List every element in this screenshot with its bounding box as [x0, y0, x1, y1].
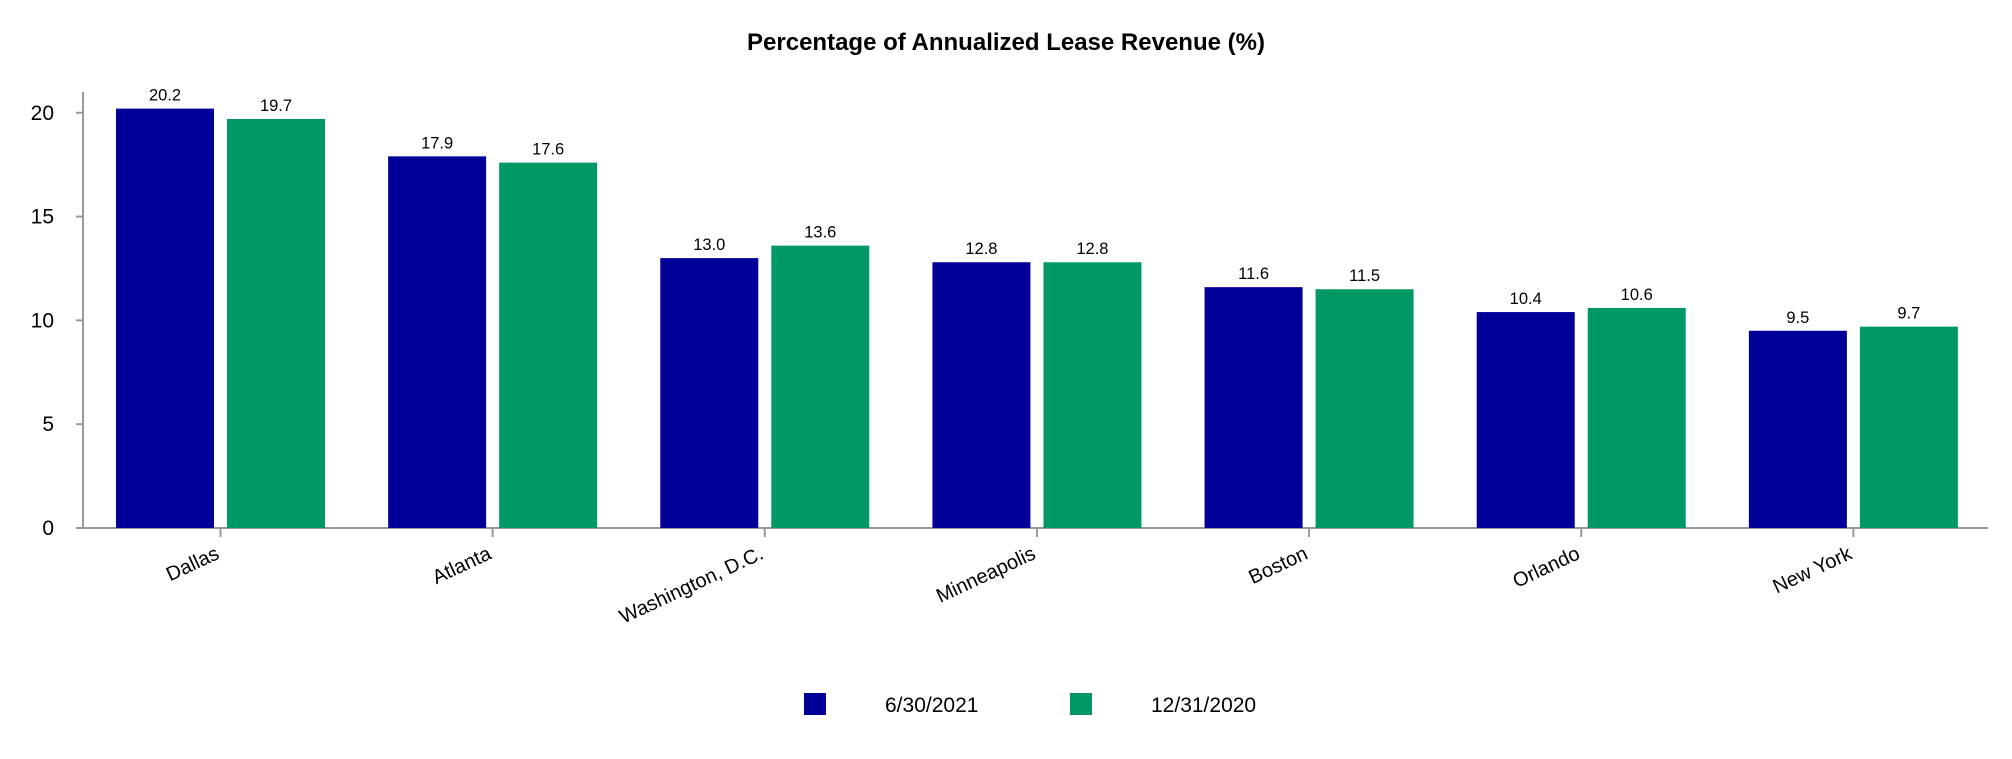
x-tick-label: Boston: [1245, 543, 1311, 589]
data-label: 10.6: [1621, 286, 1653, 304]
x-tick-label: Atlanta: [429, 542, 496, 589]
x-tick-label: Orlando: [1510, 543, 1584, 593]
x-tick-labels: Dallas Atlanta Washington, D.C. Minneapolis…: [163, 542, 1856, 628]
bar-boston-6-30-2021: [1204, 287, 1303, 528]
bar-boston-12-31-2020: [1315, 289, 1414, 528]
data-label: 17.6: [532, 141, 564, 159]
bar-atlanta-12-31-2020: [499, 162, 598, 529]
data-label: 11.6: [1238, 265, 1269, 283]
bar-atlanta-6-30-2021: [388, 156, 487, 528]
bar-washington-d-c-6-30-2021: [660, 258, 759, 528]
legend-swatch-6-30-2021: [804, 693, 826, 715]
x-tick-label: Dallas: [163, 543, 223, 586]
data-label: 12.8: [965, 240, 997, 258]
bar-new-york-6-30-2021: [1748, 330, 1847, 528]
bars-layer: [116, 108, 1958, 529]
bar-minneapolis-12-31-2020: [1043, 262, 1142, 528]
y-tick-label: 5: [42, 413, 54, 436]
bar-washington-d-c-12-31-2020: [771, 245, 870, 528]
data-labels-layer: 20.2 19.7 17.9 17.6 13.0 13.6 12.8 12.8 11.6 11.5…: [149, 87, 1920, 327]
bar-minneapolis-6-30-2021: [932, 262, 1031, 528]
y-tick-label: 15: [31, 206, 54, 229]
legend-swatch-12-31-2020: [1070, 693, 1092, 715]
legend-label: 6/30/2021: [885, 694, 978, 717]
data-label: 12.8: [1076, 240, 1108, 258]
data-label: 9.5: [1786, 309, 1809, 327]
y-tick-label: 0: [42, 517, 54, 540]
x-tick-label: Minneapolis: [933, 543, 1039, 608]
data-label: 13.6: [804, 224, 836, 242]
bar-orlando-12-31-2020: [1587, 307, 1686, 528]
data-label: 19.7: [260, 97, 292, 115]
data-label: 10.4: [1510, 290, 1542, 308]
data-label: 11.5: [1349, 267, 1380, 285]
y-tick-label: 10: [31, 309, 54, 332]
x-tick-label: New York: [1770, 542, 1857, 598]
chart-title: Percentage of Annualized Lease Revenue (…: [747, 29, 1265, 56]
x-tick-label: Washington, D.C.: [616, 543, 767, 629]
bar-new-york-12-31-2020: [1859, 326, 1958, 528]
data-label: 9.7: [1897, 305, 1920, 323]
bar-dallas-12-31-2020: [227, 118, 325, 528]
data-label: 17.9: [421, 134, 453, 152]
bar-orlando-6-30-2021: [1476, 312, 1575, 528]
data-label: 13.0: [693, 236, 725, 254]
y-tick-label: 20: [31, 102, 54, 125]
bar-dallas-6-30-2021: [116, 108, 214, 528]
legend-label: 12/31/2020: [1151, 694, 1256, 717]
data-label: 20.2: [149, 87, 181, 105]
legend: 6/30/2021 12/31/2020: [804, 693, 1256, 717]
